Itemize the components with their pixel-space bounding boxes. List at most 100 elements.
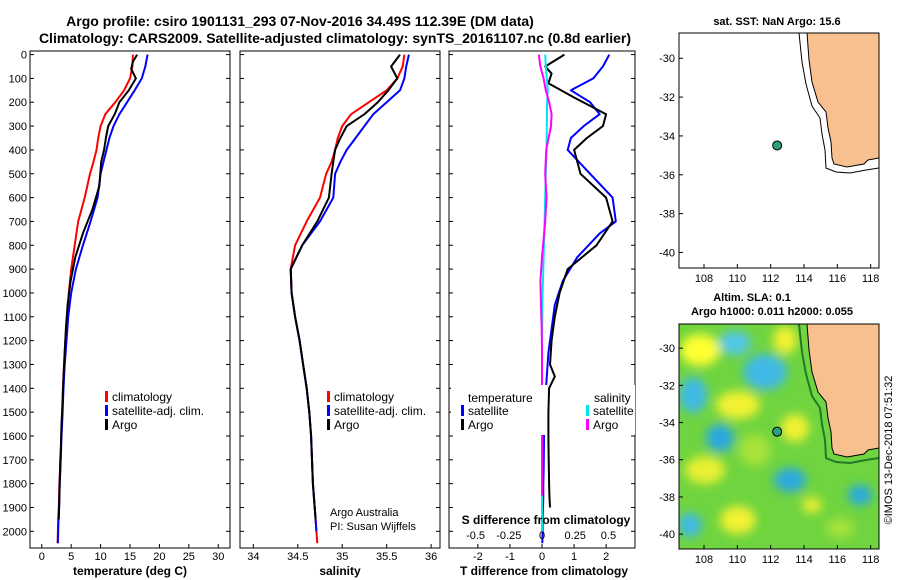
temperature-satellite-line	[541, 54, 617, 544]
temperature-legend: climatology satellite-adj. clim. Argo	[105, 390, 204, 432]
map-x-tick-label: 118	[862, 273, 880, 285]
legend-argo: Argo	[334, 418, 360, 432]
x-tick-label: 35	[336, 551, 348, 563]
legend-swatch-argo	[327, 419, 330, 430]
depth-tick-label: 1000	[3, 288, 27, 300]
x-tick-label: 36	[425, 551, 437, 563]
legend-swatch-s-satellite	[586, 405, 589, 416]
s-diff-tick-label: 0.5	[601, 530, 616, 542]
depth-tick-label: 1800	[3, 479, 27, 491]
difference-legend-bg-left	[451, 385, 547, 435]
s-diff-tick-label: 0.25	[565, 530, 586, 542]
map-y-tick-label: -34	[659, 131, 675, 143]
map-y-tick-label: -30	[659, 53, 675, 65]
temperature-x-axis: 0 5 10 15 20 25 30	[39, 544, 224, 563]
map-y-tick-label: -40	[659, 529, 675, 541]
sla-field	[679, 326, 872, 538]
australia-land	[806, 33, 879, 168]
depth-axis: 0 100 200 300 400 500 600 700 800 900 1000 1100 1200…	[3, 50, 635, 538]
legend-argo: Argo	[112, 418, 138, 432]
salinity-panel-frame	[239, 50, 441, 549]
map-x-tick-label: 114	[795, 273, 813, 285]
x-tick-label: 15	[124, 551, 136, 563]
australia-land-sla	[806, 324, 879, 458]
imos-stamp: ©IMOS 13-Dec-2018 07:51:32	[883, 376, 895, 525]
legend-swatch-satellite	[327, 405, 330, 416]
x-tick-label: 1	[571, 551, 577, 563]
depth-contour-sla	[798, 324, 879, 465]
depth-tick-label: 1300	[3, 359, 27, 371]
x-tick-label: 0	[39, 551, 45, 563]
map-y-tick-label: -40	[659, 247, 675, 259]
map-x-tick-label: 118	[862, 554, 880, 566]
legend-climatology: climatology	[112, 390, 172, 404]
map-y-tick-label: -32	[659, 92, 675, 104]
depth-tick-label: 200	[9, 97, 27, 109]
depth-contour	[798, 33, 879, 174]
sst-map-frame	[678, 32, 880, 269]
temperature-axis-label: temperature (deg C)	[73, 564, 187, 578]
sst-map	[679, 33, 879, 268]
x-tick-label: -2	[473, 551, 483, 563]
climatology-line	[289, 54, 406, 544]
difference-x-axis: -2 -1 0 1 2 -0.5 -0.25 0 0.25 0.5	[466, 530, 616, 563]
legend-swatch-t-satellite	[461, 405, 464, 416]
temperature-argo-line	[544, 53, 614, 508]
credit-line2: PI: Susan Wijffels	[330, 521, 416, 533]
depth-tick-label: 500	[9, 169, 27, 181]
legend-t-argo: Argo	[468, 418, 494, 432]
difference-legend-bg-right	[553, 385, 635, 435]
s-diff-tick-label: -0.5	[466, 530, 485, 542]
t-difference-axis-label: T difference from climatology	[460, 564, 628, 578]
x-tick-label: 34	[247, 551, 259, 563]
x-tick-label: 2	[603, 551, 609, 563]
x-tick-label: -1	[505, 551, 515, 563]
sst-map-axes: 108 110 112 114 116 118 -30 -32 -34 -36 -38 -40	[659, 53, 879, 285]
s-diff-tick-label: -0.25	[496, 530, 521, 542]
salinity-axis-label: salinity	[319, 564, 361, 578]
map-x-tick-label: 112	[762, 273, 780, 285]
map-x-tick-label: 108	[695, 554, 713, 566]
argo-line	[289, 54, 401, 520]
legend-swatch-argo	[105, 419, 108, 430]
satellite-adj-clim--line	[56, 54, 149, 544]
depth-tick-label: 1700	[3, 455, 27, 467]
depth-tick-label: 1900	[3, 502, 27, 514]
depth-tick-label: 1600	[3, 431, 27, 443]
legend-swatch-satellite	[105, 405, 108, 416]
sla-map-title-line2: Argo h1000: 0.011 h2000: 0.055	[691, 306, 853, 318]
map-x-tick-label: 110	[729, 273, 747, 285]
legend-swatch-t-argo	[461, 419, 464, 430]
depth-tick-label: 100	[9, 73, 27, 85]
s-diff-tick-label: 0	[539, 530, 545, 542]
legend-climatology: climatology	[334, 390, 394, 404]
depth-tick-label: 1100	[3, 312, 27, 324]
map-x-tick-label: 110	[729, 554, 747, 566]
map-y-tick-label: -38	[659, 209, 675, 221]
map-y-tick-label: -36	[659, 455, 675, 467]
sst-map-title: sat. SST: NaN Argo: 15.6	[713, 16, 840, 28]
argo-line	[57, 54, 138, 520]
legend-swatch-s-argo	[586, 419, 589, 430]
x-tick-label: 25	[183, 551, 195, 563]
depth-tick-label: 0	[21, 50, 27, 62]
x-tick-label: 10	[94, 551, 106, 563]
depth-tick-label: 400	[9, 145, 27, 157]
argo-float-marker	[772, 140, 783, 151]
sla-map-axes: 108 110 112 114 116 118 -30 -32 -34 -36 -38 -40	[659, 343, 879, 566]
x-tick-label: 30	[212, 551, 224, 563]
salinity-lines	[289, 54, 410, 544]
depth-tick-label: 2000	[3, 526, 27, 538]
credit-line1: Argo Australia	[330, 507, 399, 519]
legend-satellite: satellite-adj. clim.	[112, 404, 204, 418]
depth-tick-label: 600	[9, 193, 27, 205]
legend-salinity-header: salinity	[594, 391, 631, 405]
legend-s-argo: Argo	[593, 418, 619, 432]
figure-title-line1: Argo profile: csiro 1901131_293 07-Nov-2…	[66, 13, 534, 29]
depth-tick-label: 1400	[3, 383, 27, 395]
sla-map	[679, 324, 879, 549]
s-difference-axis-label: S difference from climatology	[462, 513, 631, 527]
map-y-tick-label: -32	[659, 380, 675, 392]
depth-tick-label: 800	[9, 240, 27, 252]
